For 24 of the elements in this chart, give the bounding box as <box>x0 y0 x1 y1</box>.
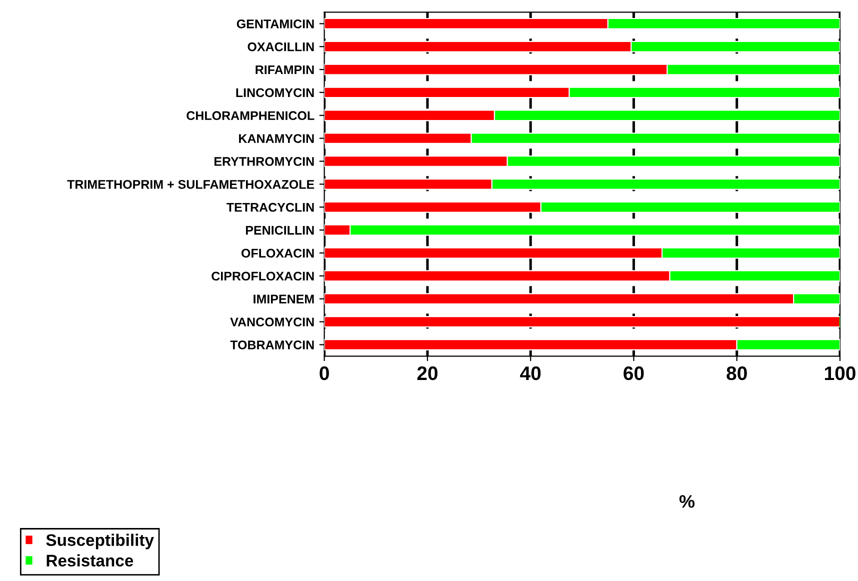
x-tick-label: 60 <box>624 366 644 380</box>
y-tick-label: CIPROFLOXACIN <box>212 272 314 281</box>
y-tick-label: TRIMETHOPRIM + SULFAMETHOXAZOLE <box>67 180 314 189</box>
y-tick-label: OXACILLIN <box>248 42 314 52</box>
legend-label: Resistance <box>46 554 134 567</box>
x-tick-label: 0 <box>320 366 329 380</box>
x-tick-label: 100 <box>824 366 856 380</box>
y-tick-label: CHLORAMPHENICOL <box>186 111 314 120</box>
y-tick-label: VANCOMYCIN <box>230 318 314 326</box>
y-tick-label: LINCOMYCIN <box>236 88 314 98</box>
y-tick-label: TOBRAMYCIN <box>230 340 314 350</box>
y-tick-label: TETRACYCLIN <box>226 202 314 212</box>
y-tick-label: RIFAMPIN <box>256 65 314 74</box>
y-tick-label: GENTAMICIN <box>236 19 314 28</box>
y-tick-label: KANAMYCIN <box>239 134 314 143</box>
text: % <box>679 495 695 508</box>
y-tick-label: ERYTHROMYCIN <box>214 157 314 166</box>
x-tick-label: 80 <box>726 366 747 380</box>
x-tick-label: 40 <box>520 366 541 380</box>
x-tick-label: 20 <box>417 366 438 380</box>
y-tick-label: OFLOXACIN <box>242 248 314 258</box>
y-tick-label: PENICILLIN <box>246 226 314 235</box>
legend-label: Susceptibility <box>46 534 154 550</box>
y-tick-label: IMIPENEM <box>254 294 314 304</box>
